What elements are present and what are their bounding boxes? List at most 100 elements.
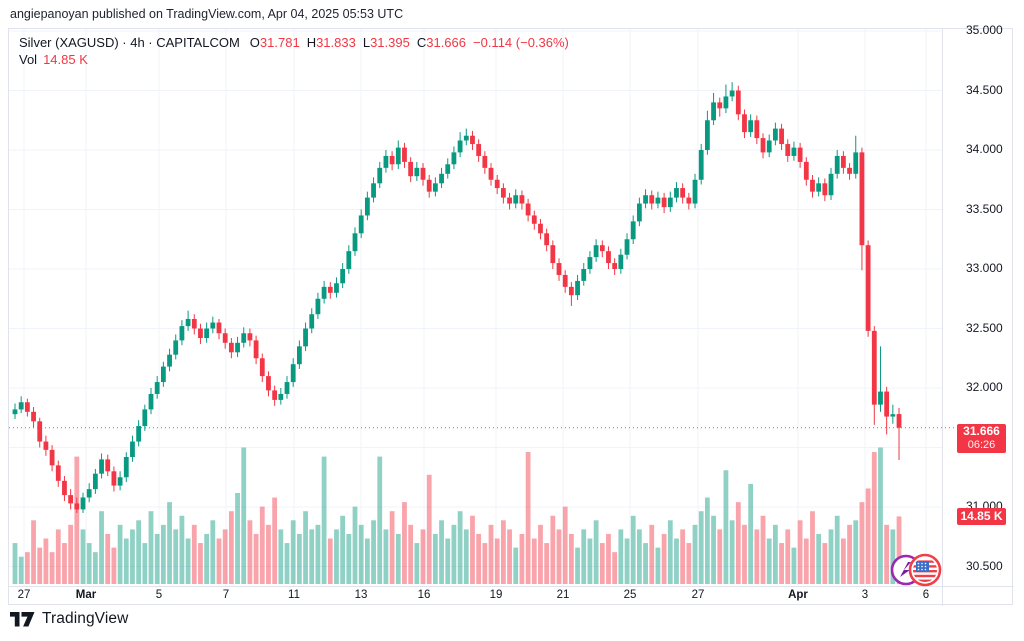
candle-body xyxy=(840,155,846,168)
candle-body xyxy=(92,473,98,490)
candle-body xyxy=(828,173,834,196)
candle-body xyxy=(216,322,222,334)
volume-bar xyxy=(754,529,760,584)
candle-body xyxy=(476,144,482,156)
volume-bar xyxy=(198,543,203,584)
volume-bar xyxy=(303,511,308,584)
candle-body xyxy=(612,263,618,269)
candle-body xyxy=(284,382,290,394)
volume-bar xyxy=(327,538,333,584)
volume-bar xyxy=(235,493,240,584)
candle-body xyxy=(167,354,172,367)
volume-bar xyxy=(606,533,611,584)
candle-body xyxy=(618,254,624,269)
volume-bar xyxy=(550,515,556,584)
candle-body xyxy=(729,90,735,97)
chart-canvas[interactable] xyxy=(9,29,1014,606)
volume-bar xyxy=(148,511,154,584)
volume-bar xyxy=(383,529,389,584)
volume-bar xyxy=(389,511,395,584)
candle-body xyxy=(871,330,877,405)
volume-bar xyxy=(772,524,778,584)
candle-body xyxy=(507,197,512,204)
candle-body xyxy=(228,342,234,353)
volume-bar xyxy=(494,538,500,584)
volume-bar xyxy=(74,456,80,584)
volume-bar xyxy=(636,529,642,584)
candle-body xyxy=(105,459,111,472)
candle-body xyxy=(111,471,117,486)
volume-bar xyxy=(37,547,43,584)
open-number: 31.781 xyxy=(259,35,300,50)
volume-bar xyxy=(426,474,432,584)
volume-bar xyxy=(24,552,30,584)
time-axis-label: 19 xyxy=(489,589,503,601)
volume-bar xyxy=(562,506,568,584)
price-axis-label: 35.000 xyxy=(966,23,1003,37)
candle-body xyxy=(760,138,766,153)
time-axis[interactable]: 27 Mar 5 7 11 13 16 19 21 25 27 Apr 3 6 xyxy=(9,586,1014,605)
candle-body xyxy=(346,251,352,269)
price-axis-label: 32.500 xyxy=(966,320,1003,335)
candle-body xyxy=(896,414,902,428)
candle-body xyxy=(37,421,43,442)
candle-body xyxy=(420,167,426,180)
candle-body xyxy=(785,144,791,156)
candle-body xyxy=(698,150,704,180)
chart-frame: Silver (XAGUSD) · 4h · CAPITALCOM O31.78… xyxy=(8,23,1014,606)
legend-volume-row: Vol 14.85 K xyxy=(19,51,569,68)
tradingview-brand-text[interactable]: TradingView xyxy=(42,610,129,627)
candle-body xyxy=(704,120,710,150)
candle-body xyxy=(649,195,655,204)
candle-body xyxy=(55,465,61,481)
volume-bar xyxy=(599,543,605,584)
volume-bar xyxy=(871,452,877,584)
candle-body xyxy=(327,286,333,293)
volume-bar xyxy=(377,456,383,584)
volume-bar xyxy=(457,511,463,584)
candle-body xyxy=(445,164,451,174)
volume-bar xyxy=(735,502,741,584)
price-axis[interactable]: 35.000 34.500 34.000 33.500 33.000 32.500 32.0… xyxy=(942,23,1013,586)
candle-body xyxy=(803,161,809,180)
candle-body xyxy=(661,197,667,208)
volume-bar xyxy=(216,538,222,584)
candle-body xyxy=(779,128,784,145)
symbol-title[interactable]: Silver (XAGUSD) · 4h · CAPITALCOM xyxy=(19,35,240,50)
open-value: O31.781 xyxy=(250,34,300,51)
candle-body xyxy=(711,102,716,121)
volume-bar xyxy=(525,452,531,584)
candle-body xyxy=(414,167,420,177)
economic-event-marker[interactable] xyxy=(887,550,945,590)
candle-body xyxy=(395,147,401,165)
candle-body xyxy=(296,346,302,365)
candle-body xyxy=(43,441,49,450)
volume-bar xyxy=(31,520,36,584)
price-axis-label: 33.000 xyxy=(966,261,1003,275)
tradingview-logo-icon[interactable] xyxy=(10,611,35,627)
volume-bar xyxy=(692,524,698,584)
volume-bar xyxy=(655,547,661,584)
candle-body xyxy=(470,135,475,145)
volume-bar xyxy=(173,529,179,584)
candle-body xyxy=(272,390,278,400)
candle-body xyxy=(439,173,444,184)
candle-body xyxy=(816,183,822,192)
candle-body xyxy=(513,195,519,204)
bar-countdown: 06:26 xyxy=(967,438,996,451)
volume-bar xyxy=(296,533,302,584)
volume-label: Vol xyxy=(19,52,38,67)
candle-body xyxy=(742,114,747,133)
candle-body xyxy=(278,393,284,400)
volume-bar xyxy=(711,515,716,584)
candle-body xyxy=(266,376,271,391)
volume-bar xyxy=(686,543,692,584)
candle-body xyxy=(674,188,679,198)
volume-bar xyxy=(717,529,723,584)
volume-bar xyxy=(290,520,296,584)
event-flag-us-icon[interactable] xyxy=(908,553,942,587)
time-axis-label: Apr xyxy=(788,589,808,601)
volume-bar xyxy=(49,552,55,584)
volume-bar xyxy=(865,488,871,584)
volume-bar xyxy=(760,515,766,584)
